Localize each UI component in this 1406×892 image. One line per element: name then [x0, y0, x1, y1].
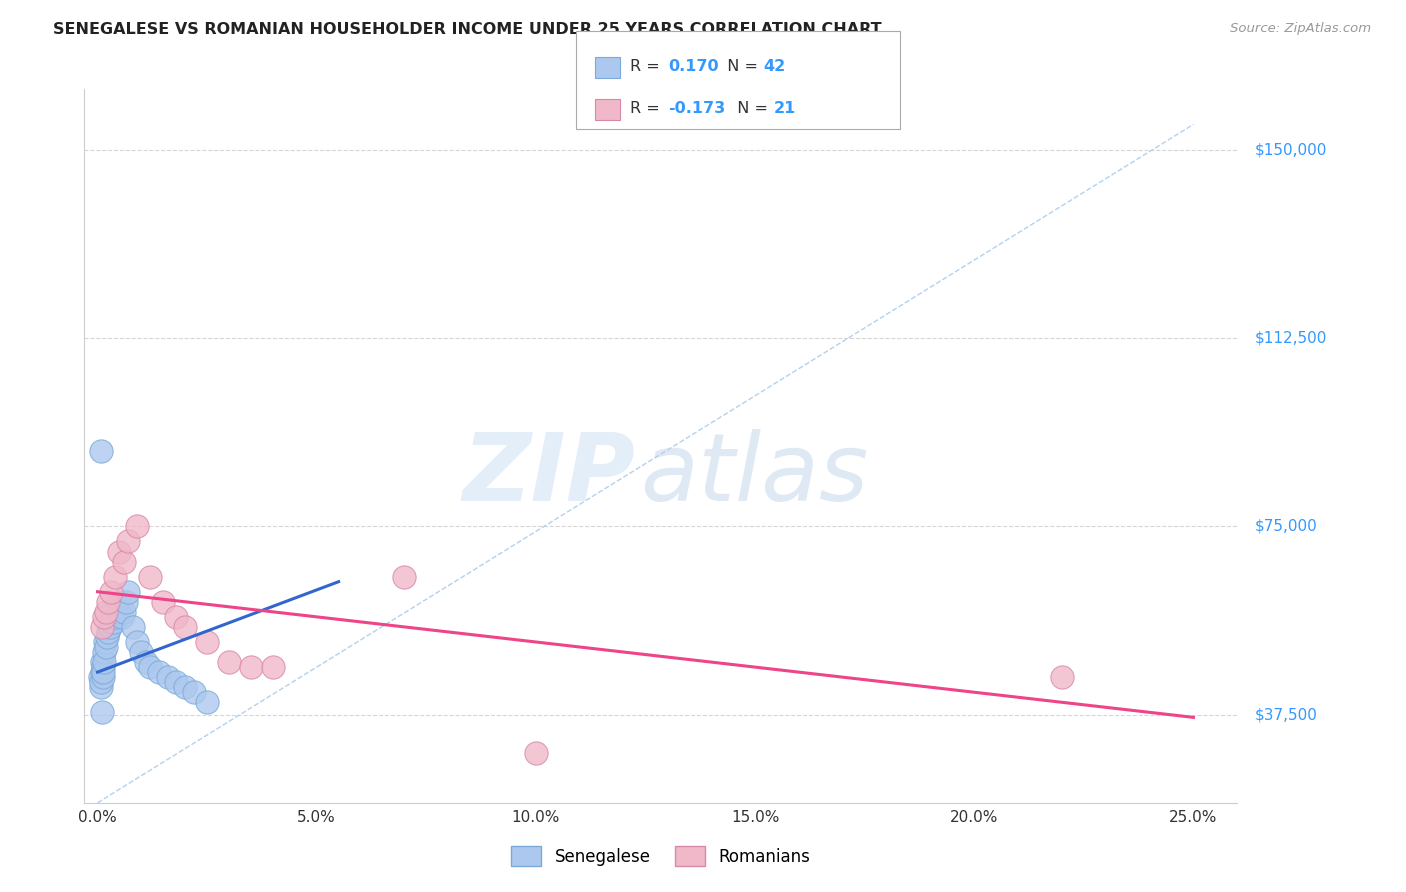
- Romanians: [104, 569, 127, 583]
- Senegalese: [93, 655, 115, 669]
- Senegalese: [121, 620, 143, 634]
- Senegalese: [107, 605, 129, 619]
- Senegalese: [91, 660, 114, 674]
- Romanians: [100, 584, 122, 599]
- Text: $150,000: $150,000: [1254, 142, 1327, 157]
- Text: N =: N =: [717, 60, 763, 74]
- Senegalese: [90, 675, 112, 690]
- Senegalese: [91, 665, 114, 680]
- Romanians: [90, 620, 112, 634]
- Senegalese: [156, 670, 179, 684]
- Text: R =: R =: [630, 102, 665, 116]
- Senegalese: [131, 645, 153, 659]
- Senegalese: [100, 615, 122, 629]
- Romanians: [394, 569, 416, 583]
- Senegalese: [115, 595, 138, 609]
- Senegalese: [165, 675, 187, 690]
- Senegalese: [112, 605, 135, 619]
- Romanians: [165, 610, 187, 624]
- Romanians: [195, 635, 218, 649]
- Romanians: [112, 555, 135, 569]
- Senegalese: [90, 680, 112, 694]
- Senegalese: [90, 706, 112, 720]
- Senegalese: [100, 610, 122, 624]
- Senegalese: [183, 685, 205, 699]
- Senegalese: [111, 610, 134, 624]
- Senegalese: [101, 610, 124, 624]
- Romanians: [152, 595, 174, 609]
- Senegalese: [94, 635, 117, 649]
- Legend: Senegalese, Romanians: Senegalese, Romanians: [505, 839, 817, 873]
- Senegalese: [90, 665, 112, 680]
- Senegalese: [98, 620, 121, 634]
- Senegalese: [103, 615, 125, 629]
- Romanians: [139, 569, 162, 583]
- Text: SENEGALESE VS ROMANIAN HOUSEHOLDER INCOME UNDER 25 YEARS CORRELATION CHART: SENEGALESE VS ROMANIAN HOUSEHOLDER INCOM…: [53, 22, 882, 37]
- Senegalese: [89, 670, 111, 684]
- Senegalese: [104, 605, 127, 619]
- Senegalese: [104, 610, 127, 624]
- Senegalese: [135, 655, 157, 669]
- Text: Source: ZipAtlas.com: Source: ZipAtlas.com: [1230, 22, 1371, 36]
- Senegalese: [125, 635, 148, 649]
- Senegalese: [90, 444, 112, 458]
- Text: ZIP: ZIP: [463, 428, 636, 521]
- Romanians: [93, 610, 115, 624]
- Text: 42: 42: [763, 60, 786, 74]
- Text: atlas: atlas: [640, 429, 869, 520]
- Senegalese: [108, 595, 131, 609]
- Romanians: [108, 544, 131, 558]
- Senegalese: [100, 605, 122, 619]
- Text: 0.170: 0.170: [668, 60, 718, 74]
- Text: $75,000: $75,000: [1254, 519, 1317, 534]
- Romanians: [239, 660, 262, 674]
- Senegalese: [93, 645, 115, 659]
- Romanians: [96, 605, 118, 619]
- Senegalese: [91, 670, 114, 684]
- Romanians: [262, 660, 284, 674]
- Senegalese: [174, 680, 197, 694]
- Senegalese: [105, 599, 128, 614]
- Senegalese: [97, 624, 120, 639]
- Senegalese: [195, 695, 218, 709]
- Senegalese: [117, 584, 139, 599]
- Romanians: [524, 746, 547, 760]
- Romanians: [97, 595, 120, 609]
- Senegalese: [148, 665, 170, 680]
- Senegalese: [96, 630, 118, 644]
- Text: 21: 21: [773, 102, 796, 116]
- Senegalese: [90, 655, 112, 669]
- Text: -0.173: -0.173: [668, 102, 725, 116]
- Romanians: [117, 534, 139, 549]
- Text: R =: R =: [630, 60, 665, 74]
- Text: $37,500: $37,500: [1254, 707, 1317, 723]
- Senegalese: [96, 640, 118, 654]
- Text: $112,500: $112,500: [1254, 330, 1327, 345]
- Romanians: [1050, 670, 1073, 684]
- Senegalese: [139, 660, 162, 674]
- Romanians: [174, 620, 197, 634]
- Text: N =: N =: [727, 102, 773, 116]
- Romanians: [125, 519, 148, 533]
- Romanians: [218, 655, 240, 669]
